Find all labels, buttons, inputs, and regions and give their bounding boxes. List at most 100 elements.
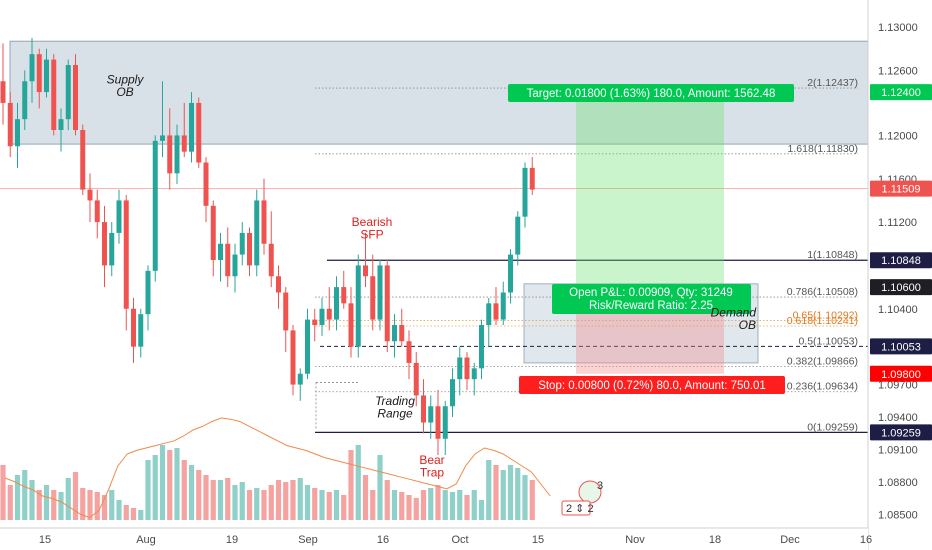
fib-level-label: 0.236(1.09634) bbox=[787, 381, 858, 393]
position-layer: Target: 0.01800 (1.63%) 180.0, Amount: 1… bbox=[508, 84, 794, 394]
candle-body bbox=[413, 362, 419, 396]
bottom-widget[interactable]: 3 2 ⇕ 2 bbox=[561, 480, 603, 516]
volume-bar bbox=[152, 455, 158, 520]
candle-body bbox=[435, 406, 441, 439]
candle-body bbox=[399, 325, 405, 342]
time-tick-label: 15 bbox=[532, 534, 544, 546]
volume-bar bbox=[14, 475, 21, 520]
candle-body bbox=[36, 54, 42, 93]
volume-bar bbox=[370, 490, 376, 520]
candle-body bbox=[160, 135, 165, 141]
volume-bar bbox=[7, 485, 13, 520]
price-tag-label: 1.10053 bbox=[881, 341, 921, 353]
volume-bar bbox=[80, 488, 86, 520]
price-tick-label: 1.08800 bbox=[878, 477, 918, 489]
price-tick-label: 1.12600 bbox=[878, 65, 918, 77]
volume-bar bbox=[319, 490, 325, 520]
volume-bar bbox=[130, 508, 137, 520]
volume-bar bbox=[522, 475, 528, 520]
candle-body bbox=[189, 102, 194, 152]
candle-body bbox=[363, 265, 368, 277]
volume-bar bbox=[457, 490, 463, 520]
price-tick-label: 1.11200 bbox=[878, 217, 917, 229]
volume-bar bbox=[268, 485, 274, 520]
volume-bar bbox=[312, 488, 318, 520]
volume-bar bbox=[297, 478, 303, 520]
candle-body bbox=[218, 243, 223, 260]
volume-bar bbox=[478, 500, 485, 520]
candle-body bbox=[65, 65, 71, 120]
candle-body bbox=[283, 292, 289, 331]
volume-bar bbox=[428, 488, 434, 520]
price-tag bbox=[870, 365, 932, 382]
target-text: Target: 0.01800 (1.63%) 180.0, Amount: 1… bbox=[527, 88, 776, 100]
candle-body bbox=[305, 319, 310, 374]
volume-bar bbox=[72, 472, 79, 520]
candle-body bbox=[326, 308, 332, 320]
candle-body bbox=[167, 135, 173, 174]
price-tag bbox=[870, 180, 932, 197]
candle-body bbox=[268, 243, 274, 277]
volume-bar bbox=[290, 480, 296, 520]
fib-level-label: 1(1.10848) bbox=[807, 249, 858, 261]
price-tag-label: 1.10600 bbox=[881, 282, 921, 294]
candle-body bbox=[80, 130, 86, 190]
price-tick-label: 1.09400 bbox=[878, 412, 918, 424]
volume-bar bbox=[355, 445, 361, 520]
candle-body bbox=[181, 135, 187, 152]
volume-bar bbox=[348, 450, 354, 520]
volume-bar bbox=[138, 510, 144, 520]
candle-body bbox=[254, 200, 260, 266]
candle-body bbox=[239, 232, 245, 255]
widget-row-text: 2 ⇕ 2 bbox=[566, 503, 594, 515]
candle-body bbox=[247, 232, 252, 266]
annotations-layer: Supply OB Demand OB Bearish SFP Trading Range Be… bbox=[107, 72, 757, 479]
time-tick-label: 15 bbox=[39, 534, 51, 546]
candle-body bbox=[290, 330, 296, 385]
candle-body bbox=[225, 243, 231, 277]
candle-body bbox=[406, 341, 412, 363]
volume-bar bbox=[239, 482, 245, 520]
volume-bar bbox=[515, 468, 521, 520]
candle-body bbox=[7, 102, 13, 147]
price-tick-label: 1.13000 bbox=[878, 22, 918, 34]
candle-body bbox=[73, 65, 78, 130]
candle-body bbox=[493, 303, 499, 320]
volume-bar bbox=[442, 490, 448, 520]
candle-body bbox=[319, 308, 325, 325]
candle-body bbox=[450, 379, 455, 407]
volume-bar bbox=[471, 490, 477, 520]
candle-body bbox=[131, 308, 136, 347]
candle-body bbox=[58, 119, 64, 130]
candle-body bbox=[102, 222, 107, 266]
volume-bar bbox=[507, 465, 514, 520]
candle-body bbox=[392, 325, 397, 342]
volume-bar bbox=[464, 495, 470, 520]
time-tick-label: Sep bbox=[298, 534, 318, 546]
volume-bar bbox=[326, 492, 332, 520]
volume-bar bbox=[29, 480, 35, 520]
volume-bar bbox=[261, 490, 267, 520]
price-tag bbox=[870, 424, 932, 441]
demand-zone-label: Demand OB bbox=[711, 305, 757, 332]
candle-body bbox=[51, 59, 57, 131]
volume-bar bbox=[406, 495, 412, 520]
time-tick-label: Oct bbox=[451, 534, 468, 546]
volume-bar bbox=[486, 460, 492, 520]
candle-body bbox=[471, 368, 477, 380]
target-box bbox=[508, 84, 794, 102]
volume-bar bbox=[36, 490, 42, 520]
price-tag-label: 1.11509 bbox=[882, 184, 921, 196]
candle-body bbox=[109, 232, 115, 266]
volume-bar bbox=[435, 485, 441, 520]
price-tag bbox=[870, 338, 932, 355]
volume-bar bbox=[116, 500, 122, 520]
volume-bar bbox=[22, 470, 28, 520]
volume-bar bbox=[493, 465, 499, 520]
volume-bar bbox=[123, 505, 129, 520]
candle-body bbox=[428, 406, 434, 423]
candle-body bbox=[355, 265, 361, 347]
price-axis-bg bbox=[868, 0, 932, 550]
candle-body bbox=[377, 265, 383, 320]
